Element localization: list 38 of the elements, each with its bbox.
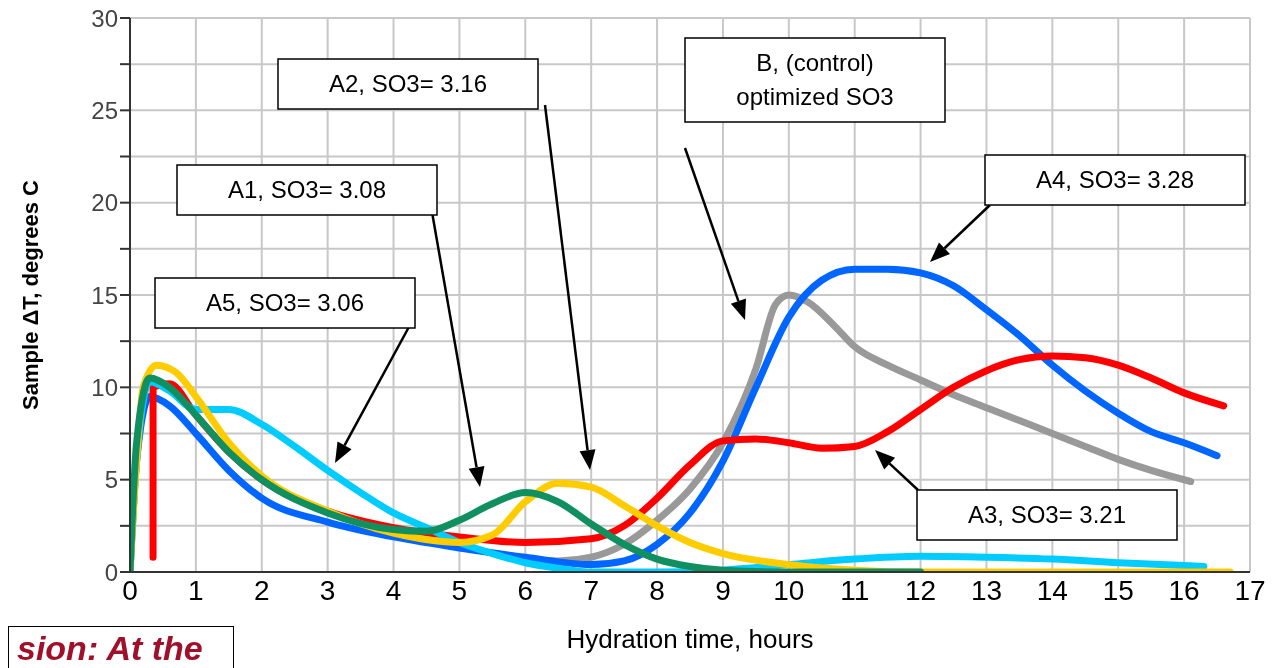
- x-tick-label: 9: [715, 574, 731, 606]
- x-tick-label: 1: [188, 574, 204, 606]
- y-tick-label: 10: [91, 373, 118, 401]
- x-tick-label: 10: [773, 574, 805, 606]
- annotation: A2, SO3= 3.16: [328, 70, 488, 97]
- x-tick-label: 12: [905, 574, 937, 606]
- y-tick-label: 20: [91, 189, 118, 217]
- x-axis-title: Hydration time, hours: [566, 624, 814, 654]
- x-tick-label: 11: [840, 574, 870, 606]
- x-tick-label: 8: [649, 574, 665, 606]
- x-tick-label: 3: [319, 574, 336, 606]
- x-tick-label: 15: [1102, 574, 1134, 606]
- callout-box: A1, SO3= 3.08: [176, 164, 438, 216]
- annotation: A4, SO3= 3.28: [1035, 166, 1195, 193]
- x-tick-label: 14: [1036, 574, 1068, 606]
- y-tick-label: 30: [91, 4, 118, 32]
- y-tick-label: 15: [91, 281, 118, 309]
- annotation: A3, SO3= 3.21: [967, 501, 1127, 528]
- y-axis-title: Sample ΔT, degrees C: [17, 180, 43, 410]
- annotation: B, (control) optimized SO3: [736, 49, 894, 110]
- annotation: A5, SO3= 3.06: [205, 289, 365, 316]
- y-tick-label: 5: [104, 466, 118, 494]
- x-tick-label: 6: [517, 574, 534, 606]
- x-tick-label: 4: [385, 574, 402, 606]
- x-tick-label: 7: [583, 574, 599, 606]
- x-tick-label: 2: [253, 574, 270, 606]
- callout-box: A4, SO3= 3.28: [984, 154, 1246, 206]
- x-tick-label: 5: [451, 574, 468, 606]
- y-tick-label: 25: [91, 96, 118, 124]
- callout-box: A2, SO3= 3.16: [277, 58, 539, 110]
- annotation: A1, SO3= 3.08: [227, 176, 387, 203]
- callout-box: A5, SO3= 3.06: [154, 277, 416, 329]
- callout-box: A3, SO3= 3.21: [916, 489, 1178, 541]
- text: sion: At the: [8, 626, 234, 668]
- x-tick-label: 17: [1234, 574, 1266, 606]
- x-tick-label: 13: [970, 574, 1003, 606]
- x-tick-label: 16: [1168, 574, 1200, 606]
- callout-box: B, (control) optimized SO3: [684, 37, 946, 123]
